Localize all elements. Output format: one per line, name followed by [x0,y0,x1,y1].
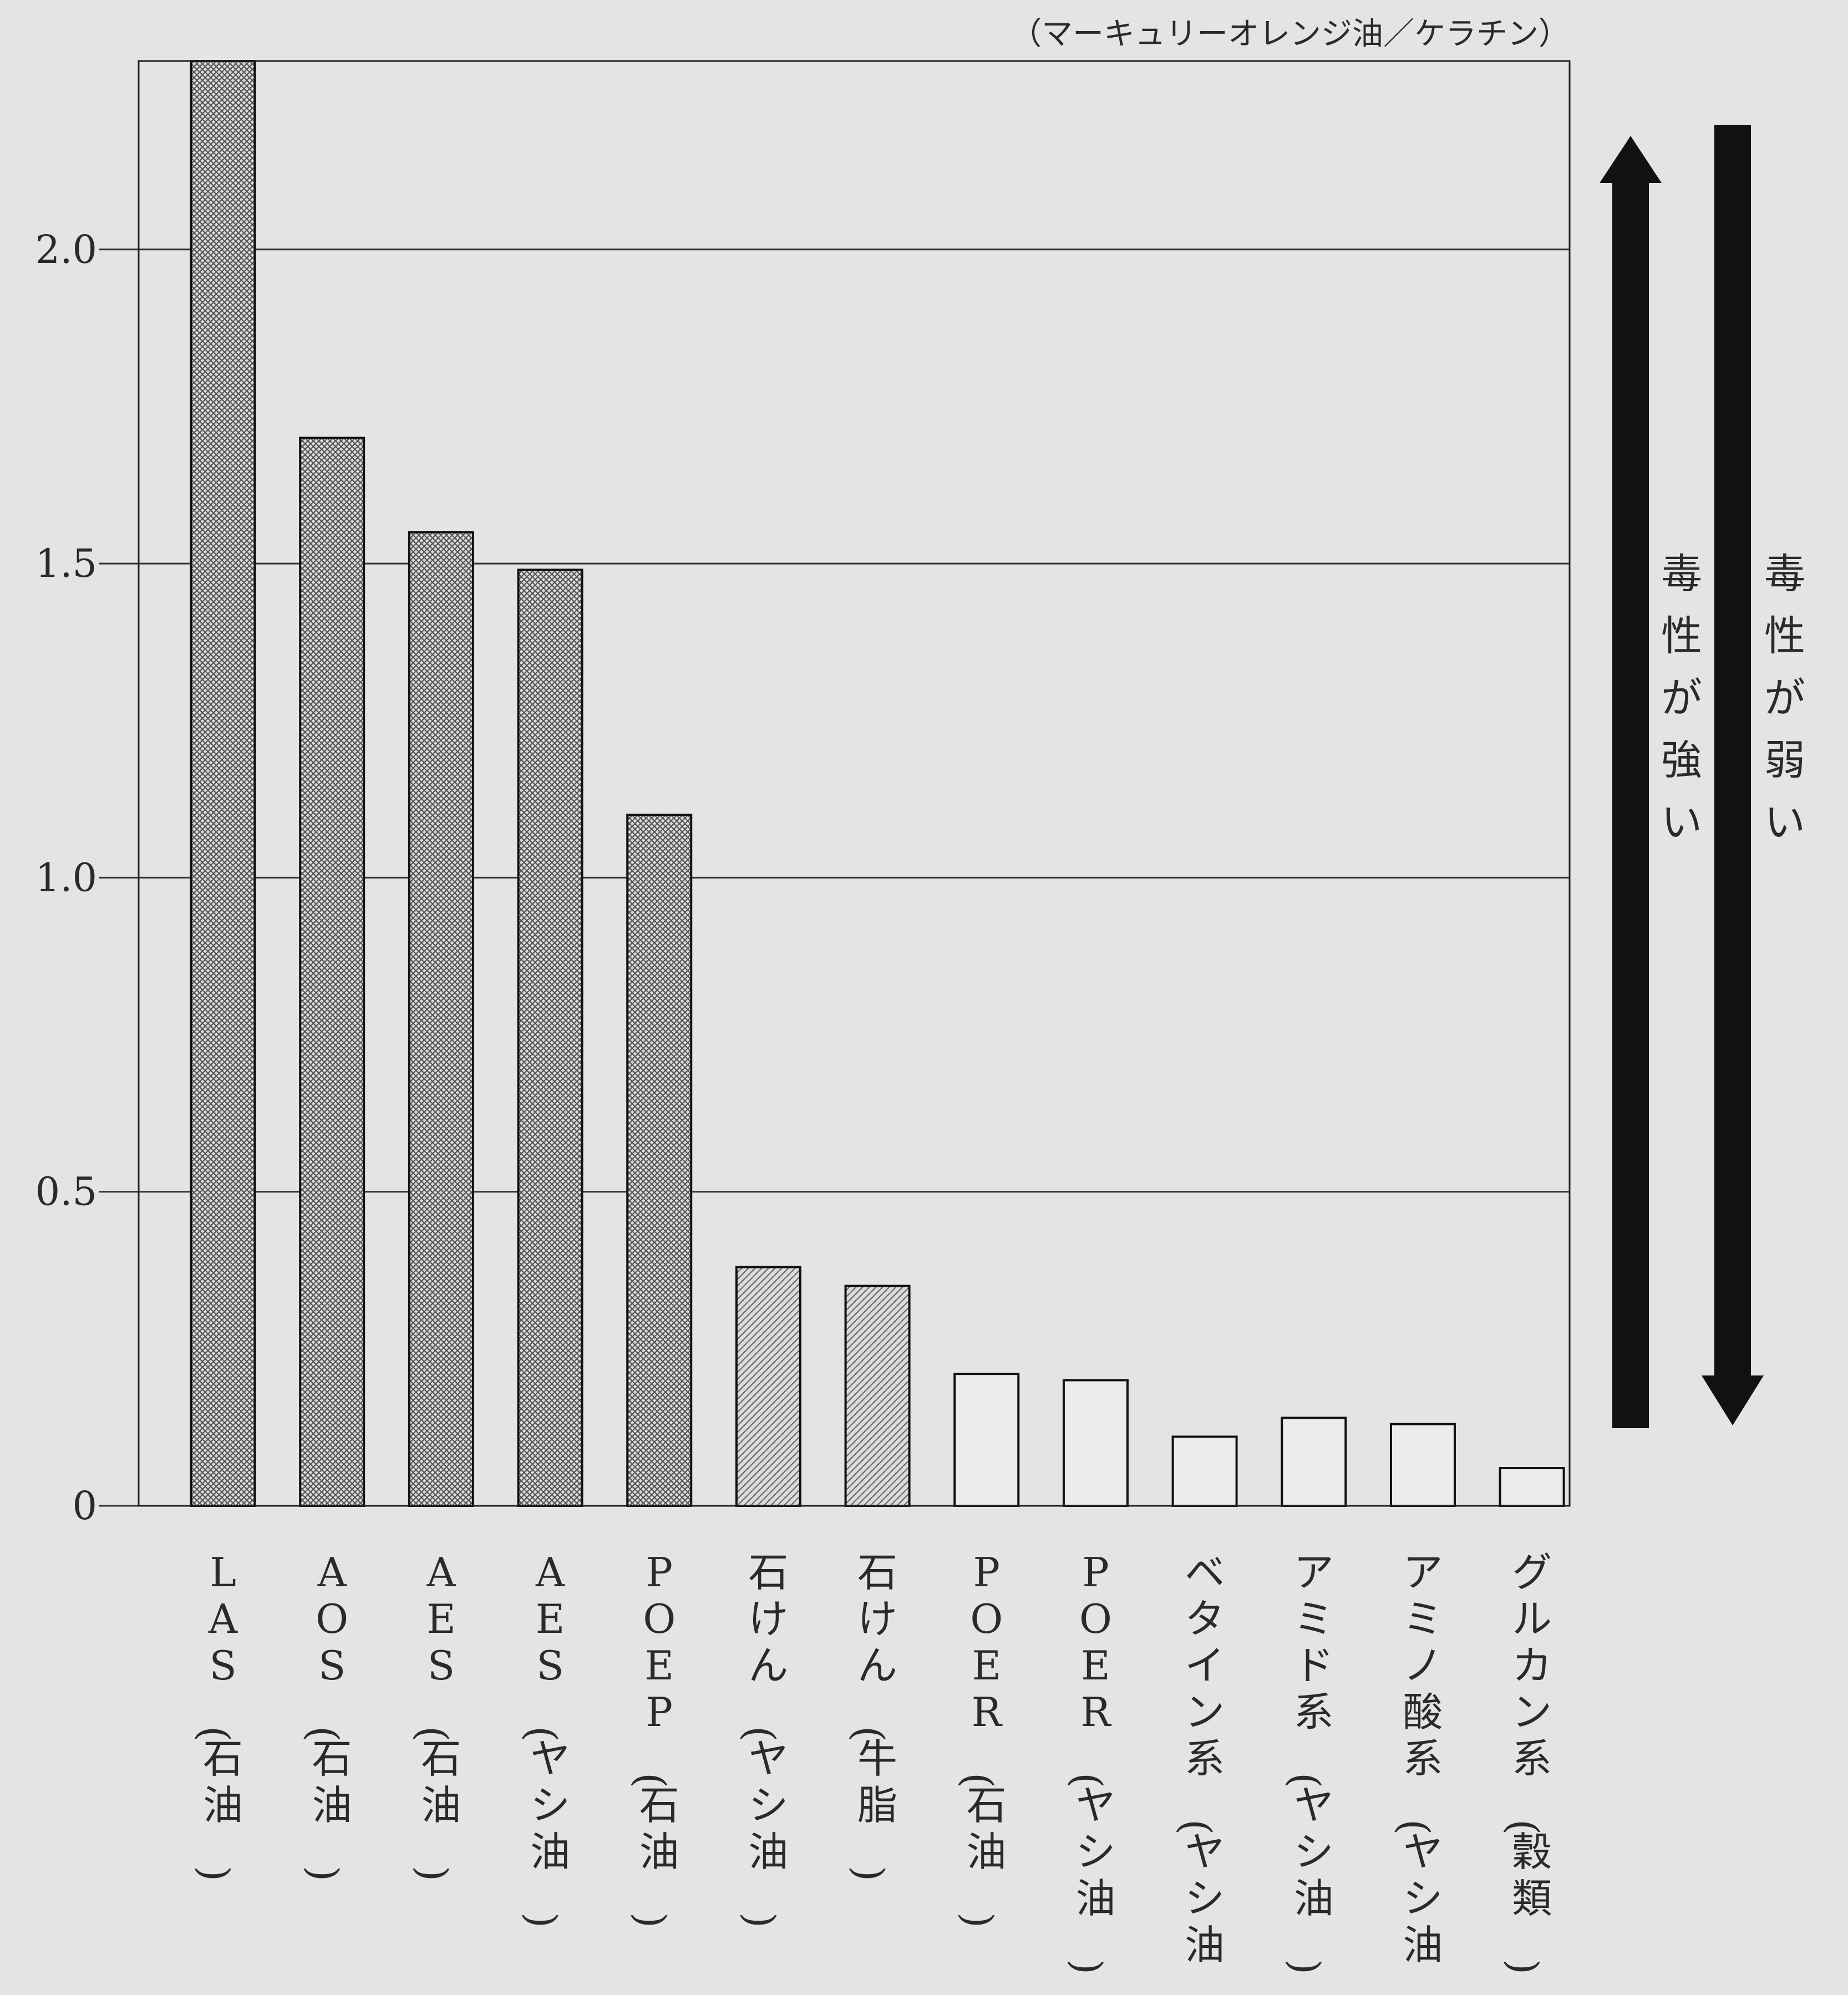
category-label: P O E R (ヤシ油) [1064,1549,1115,1974]
bar [1062,1379,1129,1507]
bar [517,568,583,1507]
category-label: P O E R (石油) [955,1549,1007,1928]
y-tick-label: 1.0 [35,855,97,900]
category-label: L A S (石油) [191,1549,243,1881]
unit-label: （マーキュリーオレンジ油／ケラチン） [1011,16,1570,52]
category-label: 石けん(牛脂) [846,1549,897,1881]
category-label: アミド系(ヤシ油) [1282,1549,1334,1974]
bar [953,1373,1020,1507]
bar [1389,1423,1456,1507]
category-label: 石けん(ヤシ油) [737,1549,788,1928]
bar [190,60,256,1507]
category-label: P O E P (石油) [628,1549,679,1928]
category-label: ベタイン系(ヤシ油) [1173,1549,1225,1995]
y-tick-label: 1.5 [35,541,97,586]
bar [299,436,365,1507]
bar [844,1285,911,1507]
y-tick-label: 2.0 [35,227,97,272]
category-label: A E S (ヤシ油) [519,1549,570,1928]
bar [1499,1467,1565,1507]
arrow-label: 毒性が強い [1661,550,1702,846]
category-label: A O S (石油) [301,1549,352,1881]
bar [1281,1417,1347,1507]
toxicity-weak-arrow [1702,125,1764,1425]
y-tick-label: 0 [72,1483,97,1529]
bar [626,814,693,1507]
bar [1171,1435,1238,1507]
toxicity-strong-arrow [1600,136,1662,1428]
category-label: アミノ酸系(ヤシ油) [1391,1549,1443,1995]
category-label: グルカン系(穀類) [1500,1549,1552,1974]
arrow-label: 毒性が弱い [1764,550,1805,846]
bar [735,1266,801,1507]
y-tick-label: 0.5 [35,1169,97,1215]
category-label: A E S (石油) [409,1549,461,1881]
bar [408,531,474,1507]
plot-frame [138,60,1571,1507]
